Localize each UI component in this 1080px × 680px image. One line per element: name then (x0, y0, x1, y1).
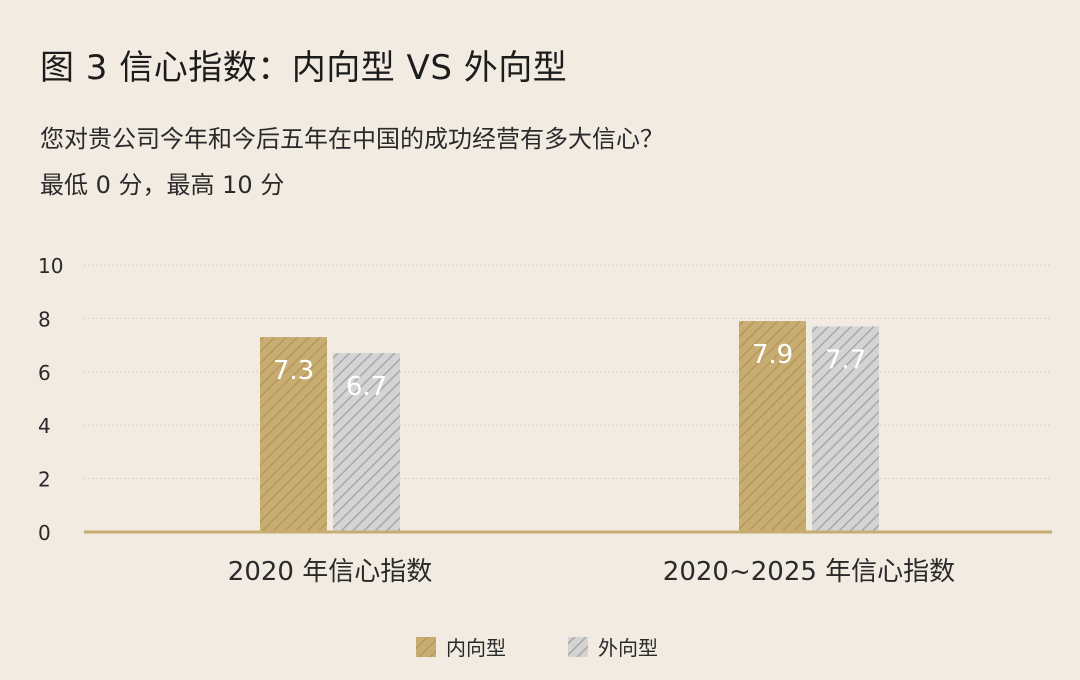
y-tick-label: 0 (38, 521, 51, 545)
data-label: 7.7 (825, 345, 866, 375)
legend-swatch (416, 637, 436, 657)
figure-title: 图 3 信心指数：内向型 VS 外向型 (40, 48, 568, 88)
y-tick-label: 6 (38, 361, 51, 385)
data-label: 7.3 (273, 356, 314, 386)
legend-label: 内向型 (446, 636, 506, 660)
data-label: 7.9 (752, 340, 793, 370)
y-tick-label: 10 (38, 254, 63, 278)
subtitle-line-1: 您对贵公司今年和今后五年在中国的成功经营有多大信心？ (40, 125, 664, 153)
x-tick-label: 2020 年信心指数 (228, 557, 432, 587)
y-tick-label: 2 (38, 468, 51, 492)
bar (739, 321, 806, 532)
bar (812, 326, 879, 532)
data-label: 6.7 (346, 372, 387, 402)
subtitle-line-2: 最低 0 分，最高 10 分 (40, 171, 285, 199)
x-tick-label: 2020~2025 年信心指数 (663, 557, 955, 587)
legend-label: 外向型 (598, 636, 658, 660)
legend-swatch (568, 637, 588, 657)
chart-subtitle: 您对贵公司今年和今后五年在中国的成功经营有多大信心？ 最低 0 分，最高 10 … (40, 116, 664, 208)
bar (333, 353, 400, 532)
y-tick-label: 4 (38, 414, 51, 438)
bar (260, 337, 327, 532)
y-tick-label: 8 (38, 307, 51, 331)
